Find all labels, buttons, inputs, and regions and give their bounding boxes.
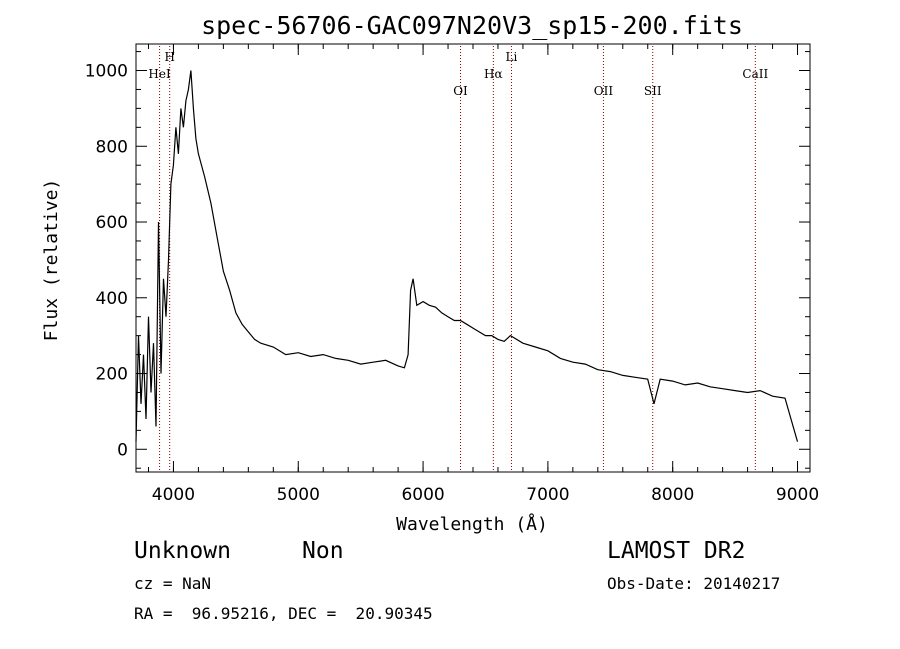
line-marker-label: OII xyxy=(594,84,614,98)
x-tick-label: 6000 xyxy=(401,485,444,505)
line-marker-label: CaII xyxy=(742,67,768,81)
y-tick-label: 800 xyxy=(96,137,128,157)
object-subclass: Non xyxy=(302,538,344,564)
line-marker-label: SII xyxy=(644,84,662,98)
coordinates: RA = 96.95216, DEC = 20.90345 xyxy=(134,604,433,623)
line-marker-label: H xyxy=(164,50,174,64)
plot-frame xyxy=(135,43,811,473)
x-axis-label: Wavelength (Å) xyxy=(396,513,548,535)
line-marker-label: Li xyxy=(506,50,518,64)
x-tick-label: 7000 xyxy=(526,485,569,505)
plot-area: 4000 5000 6000 7000 8000 9000 0 200 400 600 800 100… xyxy=(85,43,819,505)
y-axis-label: Flux (relative) xyxy=(41,179,62,342)
x-tick-label: 9000 xyxy=(776,485,819,505)
line-marker-label: Hα xyxy=(484,67,503,81)
y-tick-label: 600 xyxy=(96,213,128,233)
x-tick-label: 4000 xyxy=(152,485,195,505)
y-tick-label: 0 xyxy=(117,440,128,460)
line-marker-label: HeI xyxy=(148,67,171,81)
redshift-readout: cz = NaN xyxy=(134,574,212,593)
y-tick-label: 1000 xyxy=(85,62,128,82)
x-tick-label: 5000 xyxy=(277,485,320,505)
x-tick-label: 8000 xyxy=(651,485,694,505)
object-class: Unknown xyxy=(134,538,231,564)
obs-date: Obs-Date: 20140217 xyxy=(607,574,781,593)
survey-name: LAMOST DR2 xyxy=(607,538,746,564)
line-marker-label: OI xyxy=(453,84,468,98)
spectrum-line xyxy=(135,70,799,442)
y-tick-label: 400 xyxy=(96,289,128,309)
y-tick-label: 200 xyxy=(96,365,128,385)
chart-title: spec-56706-GAC097N20V3_sp15-200.fits xyxy=(201,11,743,40)
